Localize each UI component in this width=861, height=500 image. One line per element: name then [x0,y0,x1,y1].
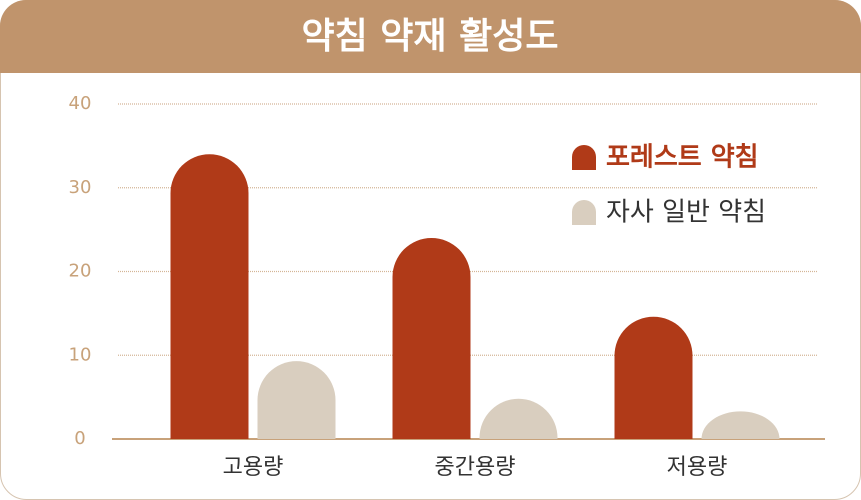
bar [170,154,249,439]
bar [701,411,780,439]
legend-label: 포레스트 약침 [606,143,759,173]
bar [479,398,558,439]
y-tick-label: 30 [69,177,92,198]
y-tick-label: 10 [69,344,92,365]
y-tick-label: 0 [74,428,85,449]
x-tick-label: 중간용량 [435,455,516,480]
y-tick-label: 20 [69,261,92,282]
x-tick-label: 저용량 [667,455,728,480]
x-tick-label: 고용량 [223,455,284,480]
bar [257,361,336,439]
legend-marker [572,200,596,225]
title-banner [0,0,861,73]
chart-title: 약침 약재 활성도 [302,16,559,57]
y-tick-label: 40 [69,93,92,114]
legend-label: 자사 일반 약침 [606,198,766,228]
bar [392,238,471,439]
legend-marker [572,145,596,170]
bar [614,316,693,439]
